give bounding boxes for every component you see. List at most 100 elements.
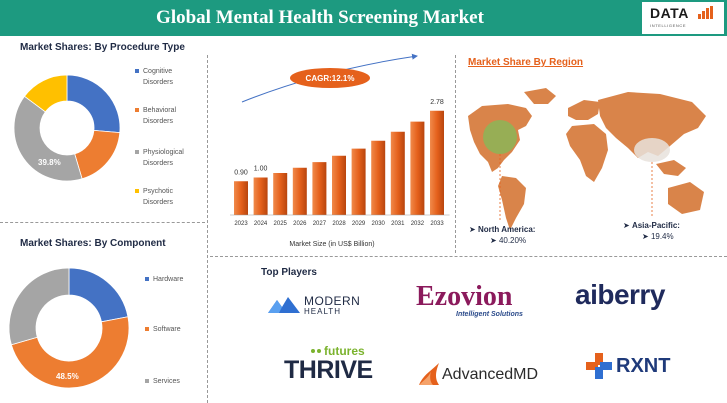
- bar-tick-label: 2024: [254, 221, 268, 227]
- bar-tick-label: 2029: [352, 221, 366, 227]
- bar-2030: [371, 140, 386, 215]
- thrive-small-word: futures: [324, 344, 365, 358]
- asia-pacific-highlight: [634, 138, 670, 162]
- bar-2025: [273, 173, 288, 215]
- donut-slice-psychotic-disorders: [23, 74, 68, 113]
- divider-left: [0, 222, 205, 223]
- logo-text: DATA: [650, 5, 689, 21]
- divider-vertical-right: [455, 55, 456, 253]
- legend-label-hardware: Hardware: [153, 276, 184, 283]
- donut-slice-physiological-disorders: [13, 95, 83, 182]
- advancedmd-flame-icon: [419, 363, 439, 385]
- bar-tick-label: 2030: [372, 221, 386, 227]
- legend-label-cognitive: Cognitive Disorders: [143, 68, 173, 86]
- procedure-donut-chart: 39.8%: [13, 74, 121, 182]
- bar-data-label: 2.78: [430, 99, 444, 106]
- aiberry-name: aiberry: [575, 279, 665, 310]
- bar-2031: [390, 131, 405, 215]
- bar-tick-label: 2032: [411, 221, 425, 227]
- thrive-dot-icon: [311, 349, 315, 353]
- legend-label-services: Services: [153, 378, 180, 385]
- legend-swatch: [135, 69, 139, 73]
- legend-label-software: Software: [153, 326, 181, 333]
- north-america-highlight: [483, 120, 517, 154]
- rxnt-name: RXNT: [616, 355, 671, 377]
- futures-thrive-logo: futures THRIVE: [284, 344, 379, 384]
- bar-tick-label: 2026: [293, 221, 307, 227]
- bar-2026: [292, 167, 307, 215]
- bar-2033: [430, 110, 444, 215]
- bar-2024: [253, 177, 268, 215]
- ezovion-tagline: Intelligent Solutions: [456, 311, 523, 318]
- cagr-badge: [290, 68, 370, 88]
- legend-label-behavioral: Behavioral Disorders: [143, 107, 177, 125]
- advancedmd-name: AdvancedMD: [442, 366, 539, 383]
- bar-tick-label: 2033: [430, 221, 444, 227]
- procedure-title: Market Shares: By Procedure Type: [20, 42, 185, 53]
- bar-tick-label: 2031: [391, 221, 405, 227]
- legend-swatch: [135, 150, 139, 154]
- legend-swatch: [145, 379, 149, 383]
- asia-pacific-share: ➤ 19.4%: [642, 232, 674, 241]
- legend-swatch: [135, 189, 139, 193]
- asia-pacific-name: Asia-Pacific:: [631, 221, 680, 230]
- procedure-legend: Cognitive Disorders Behavioral Disorders…: [135, 66, 205, 216]
- asia-pacific-value: 19.4%: [650, 232, 674, 241]
- legend-swatch: [145, 327, 149, 331]
- region-title: Market Share By Region: [468, 57, 584, 68]
- datam-logo: DATA INTELLIGENCE: [642, 2, 724, 34]
- ezovion-logo: Ezovion Intelligent Solutions: [416, 281, 546, 323]
- legend-swatch: [145, 277, 149, 281]
- modern-health-mountain-icon: [268, 297, 300, 313]
- asia-pacific-label: ➤ Asia-Pacific:: [623, 221, 680, 230]
- bar-tick-label: 2023: [234, 221, 248, 227]
- modern-health-logo: MODERN HEALTH: [268, 292, 378, 318]
- component-title: Market Shares: By Component: [20, 238, 166, 249]
- component-data-label: 48.5%: [56, 372, 79, 381]
- component-legend: Hardware Software Services: [145, 274, 205, 394]
- donut-slice-services: [8, 267, 70, 346]
- thrive-big-word: THRIVE: [284, 356, 373, 384]
- logo-subtext: INTELLIGENCE: [650, 23, 687, 28]
- bar-tick-label: 2027: [313, 221, 327, 227]
- divider-vertical-left: [207, 55, 208, 403]
- header-banner: Global Mental Health Screening Market DA…: [0, 0, 727, 36]
- donut-slice-hardware: [68, 267, 129, 323]
- rxnt-logo: RXNT: [586, 351, 686, 383]
- rxnt-cross-icon: [586, 353, 612, 379]
- divider-bottom: [210, 256, 727, 257]
- bar-2029: [351, 148, 366, 215]
- cagr-label: CAGR:12.1%: [306, 74, 355, 83]
- advancedmd-logo: AdvancedMD: [417, 360, 557, 390]
- north-america-name: North America:: [477, 225, 536, 234]
- world-map: [468, 88, 706, 230]
- procedure-data-label: 39.8%: [38, 158, 61, 167]
- page-title: Global Mental Health Screening Market: [156, 7, 484, 28]
- legend-swatch: [135, 108, 139, 112]
- ezovion-name: Ezovion: [416, 281, 513, 312]
- bar-2027: [312, 162, 327, 215]
- legend-label-physiological: Physiological Disorders: [143, 149, 184, 167]
- bar-2032: [410, 121, 425, 215]
- donut-slice-behavioral-disorders: [74, 129, 121, 180]
- bar-2023: [234, 181, 248, 215]
- aiberry-logo: aiberry: [575, 279, 685, 313]
- bar-tick-label: 2028: [332, 221, 346, 227]
- legend-label-psychotic: Psychotic Disorders: [143, 188, 173, 206]
- modern-health-word1: MODERN: [304, 294, 361, 308]
- donut-slice-cognitive-disorders: [66, 74, 121, 134]
- bar-tick-label: 2025: [274, 221, 288, 227]
- logo-bars-icon: [698, 6, 714, 19]
- thrive-dot-icon: [317, 349, 321, 353]
- bar-data-label: 0.90: [234, 169, 248, 176]
- north-america-share: ➤ 40.20%: [490, 236, 527, 245]
- world-map-continents: [468, 88, 706, 230]
- modern-health-word2: HEALTH: [304, 307, 341, 316]
- market-size-bar-chart: 2023 0.90 2024 1.00 2025 2026 2027 2028 2029 2030…: [230, 53, 450, 248]
- bar-x-axis-title: Market Size (in US$ Billion): [289, 241, 374, 248]
- bar-data-label: 1.00: [254, 166, 268, 173]
- north-america-value: 40.20%: [498, 236, 527, 245]
- bar-2028: [332, 155, 346, 215]
- component-donut-chart: 48.5%: [8, 267, 130, 389]
- north-america-label: ➤ North America:: [469, 225, 536, 234]
